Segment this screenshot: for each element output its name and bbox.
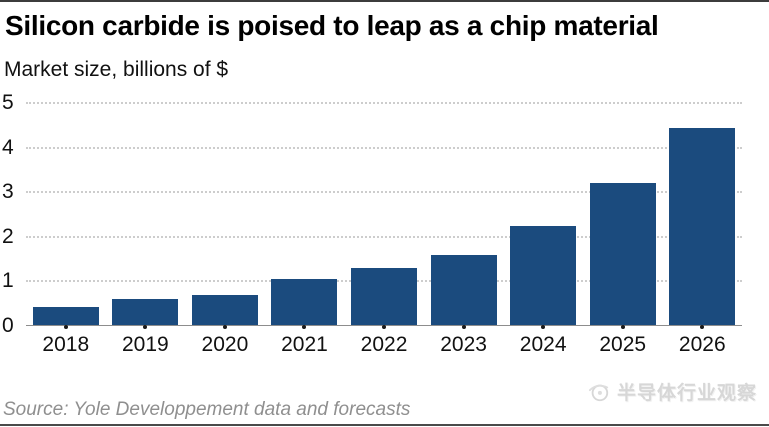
x-tick-label-2026: 2026 — [678, 333, 726, 356]
bar-slot-2026 — [663, 103, 743, 326]
tick-slot-2022 — [344, 325, 424, 329]
watermark: 半导体行业观察 — [588, 378, 757, 405]
y-tick-label-0: 0 — [2, 314, 14, 337]
tick-slot-2021 — [265, 325, 345, 329]
y-tick-label-1: 1 — [2, 269, 14, 293]
watermark-logo-icon — [588, 384, 609, 401]
tick-slot-2019 — [106, 325, 186, 329]
bar-slot-2020 — [185, 103, 265, 326]
bar-slot-2025 — [583, 103, 663, 326]
tick-slot-2025 — [583, 325, 663, 329]
tick-dot-2025 — [620, 325, 625, 329]
bar-2025 — [589, 183, 656, 326]
bar-2024 — [510, 225, 577, 326]
bar-2022 — [351, 268, 418, 326]
bar-series — [26, 103, 742, 326]
x-axis-labels: 2018 2019 2020 2021 2022 2023 2024 2025 2026 — [26, 333, 742, 357]
gridline-5 — [26, 102, 742, 104]
y-axis: 0 1 2 3 4 5 — [2, 91, 22, 337]
bottom-divider — [0, 424, 769, 426]
bar-2020 — [191, 294, 258, 326]
x-tick-label-2022: 2022 — [360, 333, 408, 356]
tick-dot-2020 — [222, 325, 227, 329]
x-tick-label-2021: 2021 — [281, 333, 328, 356]
x-tick-label-2024: 2024 — [519, 333, 567, 356]
bar-2021 — [271, 279, 338, 326]
tick-dot-2023 — [461, 325, 466, 329]
tick-dot-2018 — [63, 325, 68, 329]
bar-slot-2024 — [503, 103, 583, 326]
bar-slot-2019 — [106, 103, 186, 326]
tick-slot-2024 — [503, 325, 583, 329]
y-tick-label-4: 4 — [2, 135, 14, 159]
x-tick-label-2023: 2023 — [440, 333, 487, 356]
gridline-3 — [26, 191, 742, 194]
y-axis-unit-label: Market size, billions of $ — [4, 58, 229, 81]
bar-2023 — [430, 254, 497, 326]
tick-slot-2023 — [424, 325, 504, 329]
chart-title: Silicon carbide is poised to leap as a c… — [5, 10, 659, 41]
tick-dot-2022 — [382, 325, 387, 329]
bar-slot-2021 — [265, 103, 345, 326]
bar-slot-2022 — [344, 103, 424, 326]
watermark-text: 半导体行业观察 — [616, 383, 757, 404]
gridline-4 — [26, 146, 742, 149]
source-note: Source: Yole Developpement data and fore… — [3, 399, 411, 420]
tick-slot-2020 — [185, 325, 265, 329]
plot-area — [26, 102, 742, 329]
tick-dot-2024 — [541, 325, 546, 329]
bar-2018 — [32, 307, 99, 326]
tick-slot-2026 — [663, 325, 743, 329]
x-tick-label-2020: 2020 — [201, 333, 249, 356]
y-tick-label-3: 3 — [2, 180, 14, 204]
tick-dot-2021 — [302, 325, 307, 329]
tick-dot-2019 — [143, 325, 148, 329]
tick-slot-2018 — [26, 325, 106, 329]
bar-slot-2018 — [26, 103, 106, 326]
tick-dot-2026 — [700, 325, 705, 329]
x-tick-label-2018: 2018 — [42, 333, 90, 356]
bar-2026 — [669, 127, 736, 326]
bar-2019 — [112, 299, 179, 326]
gridline-2 — [26, 235, 742, 238]
x-tick-label-2025: 2025 — [599, 333, 647, 356]
y-tick-label-5: 5 — [2, 91, 14, 114]
x-axis-ticks — [26, 325, 742, 329]
top-divider — [0, 0, 769, 2]
y-tick-label-2: 2 — [2, 224, 14, 248]
bar-slot-2023 — [424, 103, 504, 326]
x-tick-label-2019: 2019 — [121, 333, 169, 356]
